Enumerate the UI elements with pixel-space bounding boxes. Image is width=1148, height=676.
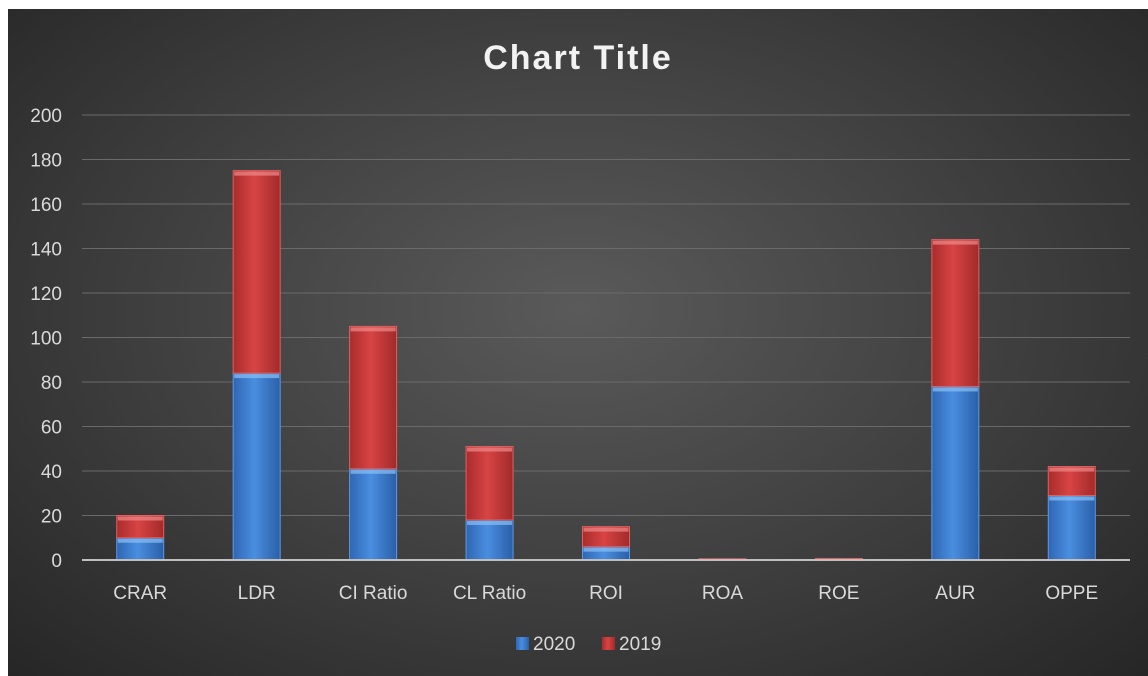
x-tick-label: ROE xyxy=(818,583,859,604)
y-tick-label: 160 xyxy=(30,195,62,216)
legend-swatch-2019 xyxy=(602,637,615,650)
bar-highlight xyxy=(1049,467,1095,472)
y-tick-label: 140 xyxy=(30,240,62,261)
x-tick-label: AUR xyxy=(935,583,975,604)
y-axis: 0 20 40 60 80 100 120 140 160 180 200 xyxy=(30,106,62,572)
legend-swatch-2020 xyxy=(516,637,529,650)
bar-highlight xyxy=(467,447,513,452)
bar-highlight xyxy=(350,469,396,474)
bar-highlight xyxy=(350,327,396,332)
bars xyxy=(116,170,1096,561)
y-tick-label: 120 xyxy=(30,284,62,305)
x-tick-label: LDR xyxy=(238,583,276,604)
bar-2019-crar xyxy=(116,515,165,539)
x-tick-label: ROA xyxy=(702,583,744,604)
bar-2020-oppe xyxy=(1047,494,1096,561)
y-tick-label: 40 xyxy=(41,462,62,483)
bar-highlight xyxy=(117,516,163,521)
bar-highlight xyxy=(234,171,280,176)
bar-highlight xyxy=(234,374,280,379)
x-tick-label: CRAR xyxy=(113,583,167,604)
x-axis: CRAR LDR CI Ratio CL Ratio ROI ROA ROE AUR OPPE xyxy=(82,559,1130,604)
x-tick-label: OPPE xyxy=(1045,583,1098,604)
y-tick-label: 180 xyxy=(30,151,62,172)
legend-label-2020: 2020 xyxy=(533,634,575,655)
bar-highlight xyxy=(583,547,629,552)
bar-2020-aur xyxy=(931,385,980,561)
y-tick-label: 200 xyxy=(30,106,62,127)
y-tick-label: 0 xyxy=(51,551,62,572)
x-tick-label: ROI xyxy=(589,583,623,604)
bar-highlight xyxy=(117,538,163,543)
bar-2020-ci-ratio xyxy=(349,468,398,561)
y-tick-label: 60 xyxy=(41,418,62,439)
bar-2020-ldr xyxy=(232,372,281,561)
chart-area: Chart Title 0 20 40 60 80 100 120 140 160 180 200 … xyxy=(8,9,1148,676)
bar-2020-cl-ratio xyxy=(465,519,514,561)
bar-highlight xyxy=(932,240,978,245)
bar-highlight xyxy=(583,527,629,532)
chart-title: Chart Title xyxy=(483,39,673,77)
bar-highlight xyxy=(932,387,978,392)
bar-2019-ci-ratio xyxy=(349,325,398,470)
legend-label-2019: 2019 xyxy=(619,634,661,655)
y-tick-label: 20 xyxy=(41,507,62,528)
bar-highlight xyxy=(1049,496,1095,501)
bar-2019-cl-ratio xyxy=(465,446,514,521)
y-tick-label: 80 xyxy=(41,373,62,394)
x-tick-label: CI Ratio xyxy=(339,583,408,604)
bar-2019-ldr xyxy=(232,170,281,374)
y-tick-label: 100 xyxy=(30,329,62,350)
legend: 2020 2019 xyxy=(516,634,661,655)
bar-2019-roi xyxy=(582,526,630,548)
bar-2019-aur xyxy=(931,239,980,387)
stacked-bar-chart: Chart Title 020406080100120140160180200 … xyxy=(30,39,1130,655)
bar-highlight xyxy=(467,520,513,525)
x-tick-label: CL Ratio xyxy=(453,583,526,604)
